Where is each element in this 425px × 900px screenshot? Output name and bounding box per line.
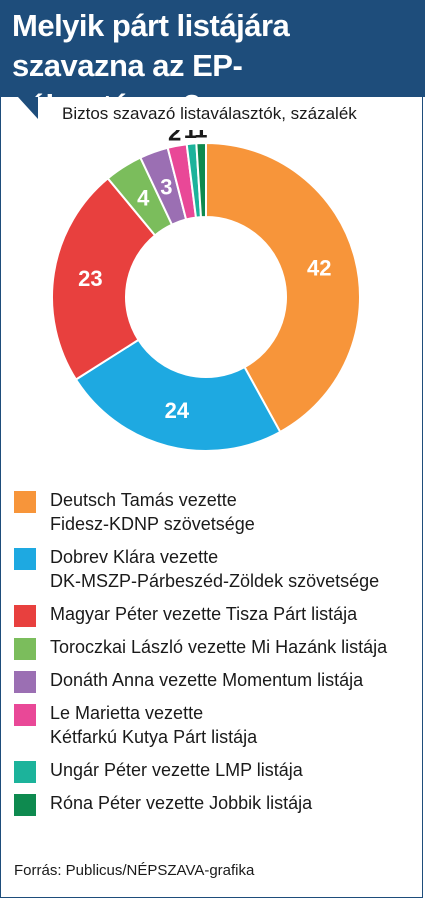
slice-label-7: 1 [184,130,197,144]
slice-label-1: 42 [307,255,331,280]
source-note: Forrás: Publicus/NÉPSZAVA-grafika [14,862,255,879]
slice-label-5: 3 [160,174,172,199]
legend-label: Róna Péter vezette Jobbik listája [50,793,313,813]
legend-label: Donáth Anna vezette Momentum listája [50,670,364,690]
slice-label-6: 2 [168,130,181,147]
legend-label: Deutsch Tamás vezette [50,490,237,510]
legend-label: Magyar Péter vezette Tisza Párt listája [50,604,358,624]
legend-item-7: Ungár Péter vezette LMP listája [14,758,419,783]
donut-chart: 42 24 23 4 3 2 11 [51,130,361,452]
slice-label-8: 1 [194,130,207,144]
legend-label: Le Marietta vezette [50,703,204,723]
legend-swatch [14,794,36,816]
legend-item-1: Deutsch Tamás vezette Fidesz-KDNP szövets… [14,488,419,536]
legend-label-line2: Fidesz-KDNP szövetsége [50,514,255,534]
legend-item-2: Dobrev Klára vezette DK-MSZP-Párbeszéd-Zö… [14,545,419,593]
legend-swatch [14,671,36,693]
donut-value-labels: 42 24 23 4 3 2 11 [78,130,331,423]
header-notch [18,97,38,119]
legend-item-5: Donáth Anna vezette Momentum listája [14,668,419,693]
legend-label: Ungár Péter vezette LMP listája [50,760,303,780]
chart-title: Melyik párt listájára szavazna az EP-vál… [12,6,417,126]
legend-label: Toroczkai László vezette Mi Hazánk listá… [50,637,388,657]
legend-item-4: Toroczkai László vezette Mi Hazánk listá… [14,635,419,660]
legend-swatch [14,704,36,726]
slice-label-4: 4 [137,186,150,211]
chart-title-line2: szavazna az EP-választáson? [12,48,243,123]
slice-8 [195,141,207,219]
header-banner: Melyik párt listájára szavazna az EP-vál… [0,0,425,123]
legend-swatch [14,605,36,627]
slice-label-2: 24 [165,398,190,423]
legend-label-line2: DK-MSZP-Párbeszéd-Zöldek szövetsége [50,571,380,591]
chart-subtitle: Biztos szavazó listaválasztók, százalék [62,104,357,123]
slice-2 [74,338,282,452]
slice-3 [51,176,157,381]
slice-label-3: 23 [78,266,102,291]
chart-title-line1: Melyik párt listájára [12,8,290,43]
legend: Deutsch Tamás vezette Fidesz-KDNP szövets… [14,488,419,824]
legend-swatch [14,548,36,570]
legend-swatch [14,491,36,513]
donut-slices [51,141,361,452]
legend-swatch [14,638,36,660]
legend-item-6: Le Marietta vezette Kétfarkú Kutya Párt l… [14,701,419,749]
legend-swatch [14,761,36,783]
legend-item-8: Róna Péter vezette Jobbik listája [14,791,419,816]
legend-label-line2: Kétfarkú Kutya Párt listája [50,727,258,747]
slice-1 [205,141,361,434]
legend-item-3: Magyar Péter vezette Tisza Párt listája [14,602,419,627]
legend-label: Dobrev Klára vezette [50,547,219,567]
